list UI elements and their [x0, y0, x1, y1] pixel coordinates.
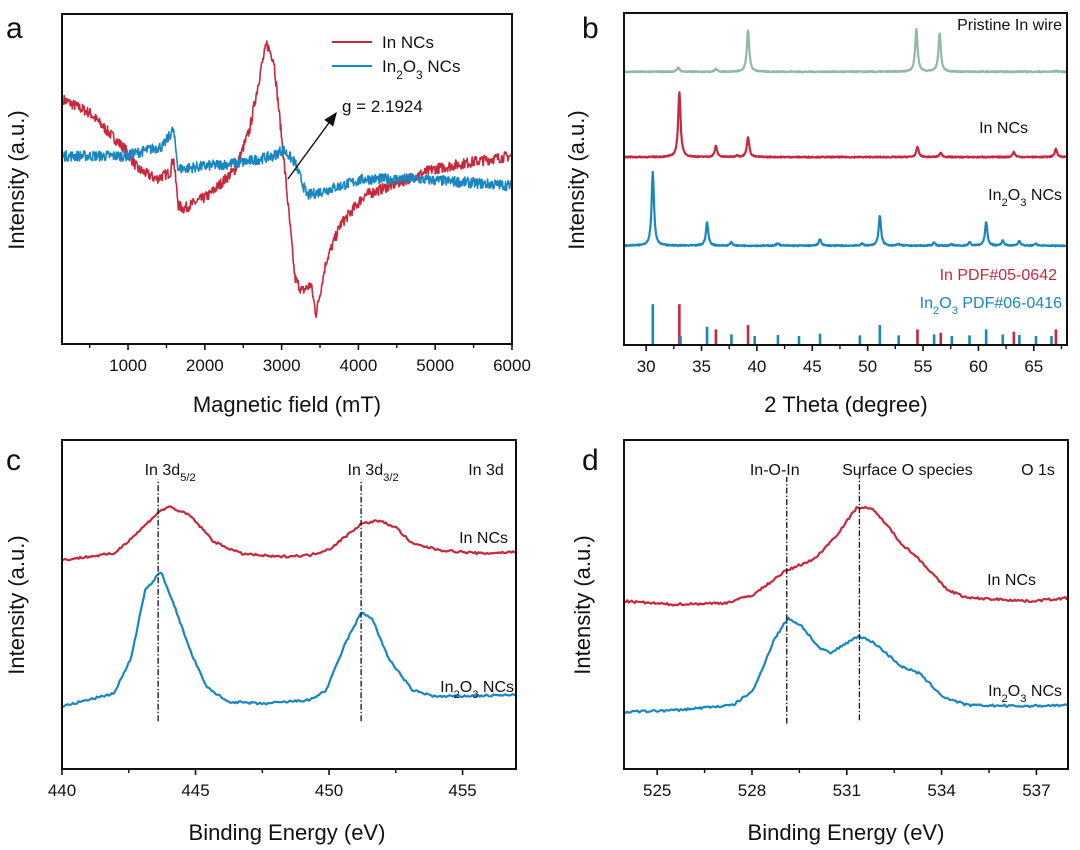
x-tick-label: 445: [181, 781, 209, 800]
x-tick-label: 30: [637, 357, 656, 376]
series-label-in2o3-ncs: In2O3 NCs: [988, 683, 1062, 705]
x-axis-title: Magnetic field (mT): [193, 392, 381, 417]
x-tick-label: 2000: [186, 356, 224, 375]
panel-c: 440 445 450 455 Binding Energy (eV) Intensity…: [4, 439, 517, 845]
panel-label: d: [582, 444, 599, 477]
x-axis-title: Binding Energy (eV): [748, 820, 945, 845]
series-label-in2o3-ncs: In2O3 NCs: [440, 679, 514, 701]
peak-label: In 3d3/2: [348, 462, 399, 484]
series-line-pristine-in-wire: [624, 27, 1067, 74]
x-tick-label: 5000: [416, 356, 454, 375]
series-line-in2o3-ncs: [624, 616, 1068, 714]
panel-a: 1000 2000 3000 4000 5000 6000 Magnetic field (…: [4, 12, 531, 417]
x-tick-label: 6000: [493, 356, 531, 375]
x-tick-label: 531: [833, 781, 861, 800]
series-label-in-ncs: In NCs: [987, 572, 1036, 589]
x-tick-label: 40: [747, 357, 766, 376]
x-tick-label: 4000: [340, 356, 378, 375]
x-tick-label: 45: [803, 357, 822, 376]
panel-label: c: [6, 444, 21, 477]
region-label: O 1s: [1021, 462, 1055, 479]
series-line-in2o3-ncs: [624, 170, 1067, 248]
series-label-pristine: Pristine In wire: [957, 17, 1062, 34]
x-tick-label: 537: [1022, 781, 1050, 800]
x-tick-label: 450: [315, 781, 343, 800]
peak-label: In-O-In: [750, 462, 800, 479]
x-tick-label: 440: [48, 781, 76, 800]
plot-area: [624, 505, 1068, 714]
x-tick-label: 60: [969, 357, 988, 376]
axes-frame: [61, 13, 513, 345]
x-axis-title: 2 Theta (degree): [764, 392, 927, 417]
plot-area: [62, 40, 512, 319]
series-line-in-ncs: [62, 505, 516, 562]
peak-label: In 3d5/2: [145, 462, 196, 484]
x-tick-label: 528: [738, 781, 766, 800]
legend-entry: In NCs: [382, 33, 434, 52]
series-line-in-ncs: [624, 91, 1067, 159]
x-tick-label: 534: [927, 781, 955, 800]
plot-area: [624, 27, 1067, 345]
x-tick-label: 55: [914, 357, 933, 376]
x-tick-label: 65: [1024, 357, 1043, 376]
legend-entry: In2O3 NCs: [382, 57, 460, 82]
x-tick-label: 1000: [109, 356, 147, 375]
x-tick-label: 455: [448, 781, 476, 800]
panel-b: 30 35 40 45 50 55 60 65 2 Theta (degree) Intensit…: [564, 12, 1068, 417]
series-line-in-ncs: [624, 505, 1068, 607]
axes-frame: [623, 12, 1068, 346]
series-line-in2o3-ncs: [62, 571, 516, 709]
y-axis-title: Intensity (a.u.): [564, 110, 589, 249]
axes-frame: [61, 439, 517, 770]
x-tick-label: 3000: [263, 356, 301, 375]
x-tick-label: 35: [692, 357, 711, 376]
y-axis-title: Intensity (a.u.): [4, 535, 29, 674]
peak-label: Surface O species: [842, 462, 973, 479]
region-label: In 3d: [468, 462, 504, 479]
panel-label: a: [6, 12, 23, 45]
series-line-in2o3-ncs: [62, 126, 512, 200]
reference-label-in2o3: In2O3 PDF#06-0416: [920, 295, 1062, 317]
y-axis-title: Intensity (a.u.): [570, 535, 595, 674]
series-label-in-ncs: In NCs: [979, 120, 1028, 137]
series-label-in2o3-ncs: In2O3 NCs: [988, 187, 1062, 209]
x-tick-label: 525: [643, 781, 671, 800]
g-factor-arrow: [287, 111, 337, 180]
panel-d: 525 528 531 534 537 Binding Energy (eV) Intens…: [570, 439, 1069, 845]
series-label-in-ncs: In NCs: [459, 530, 508, 547]
panel-label: b: [582, 12, 599, 45]
x-axis-title: Binding Energy (eV): [189, 820, 386, 845]
y-axis-title: Intensity (a.u.): [4, 110, 29, 249]
plot-area: [62, 505, 516, 709]
reference-label-in: In PDF#05-0642: [940, 267, 1058, 284]
series-line-in-ncs: [62, 40, 512, 319]
g-factor-annotation: g = 2.1924: [342, 97, 423, 116]
x-tick-label: 50: [858, 357, 877, 376]
